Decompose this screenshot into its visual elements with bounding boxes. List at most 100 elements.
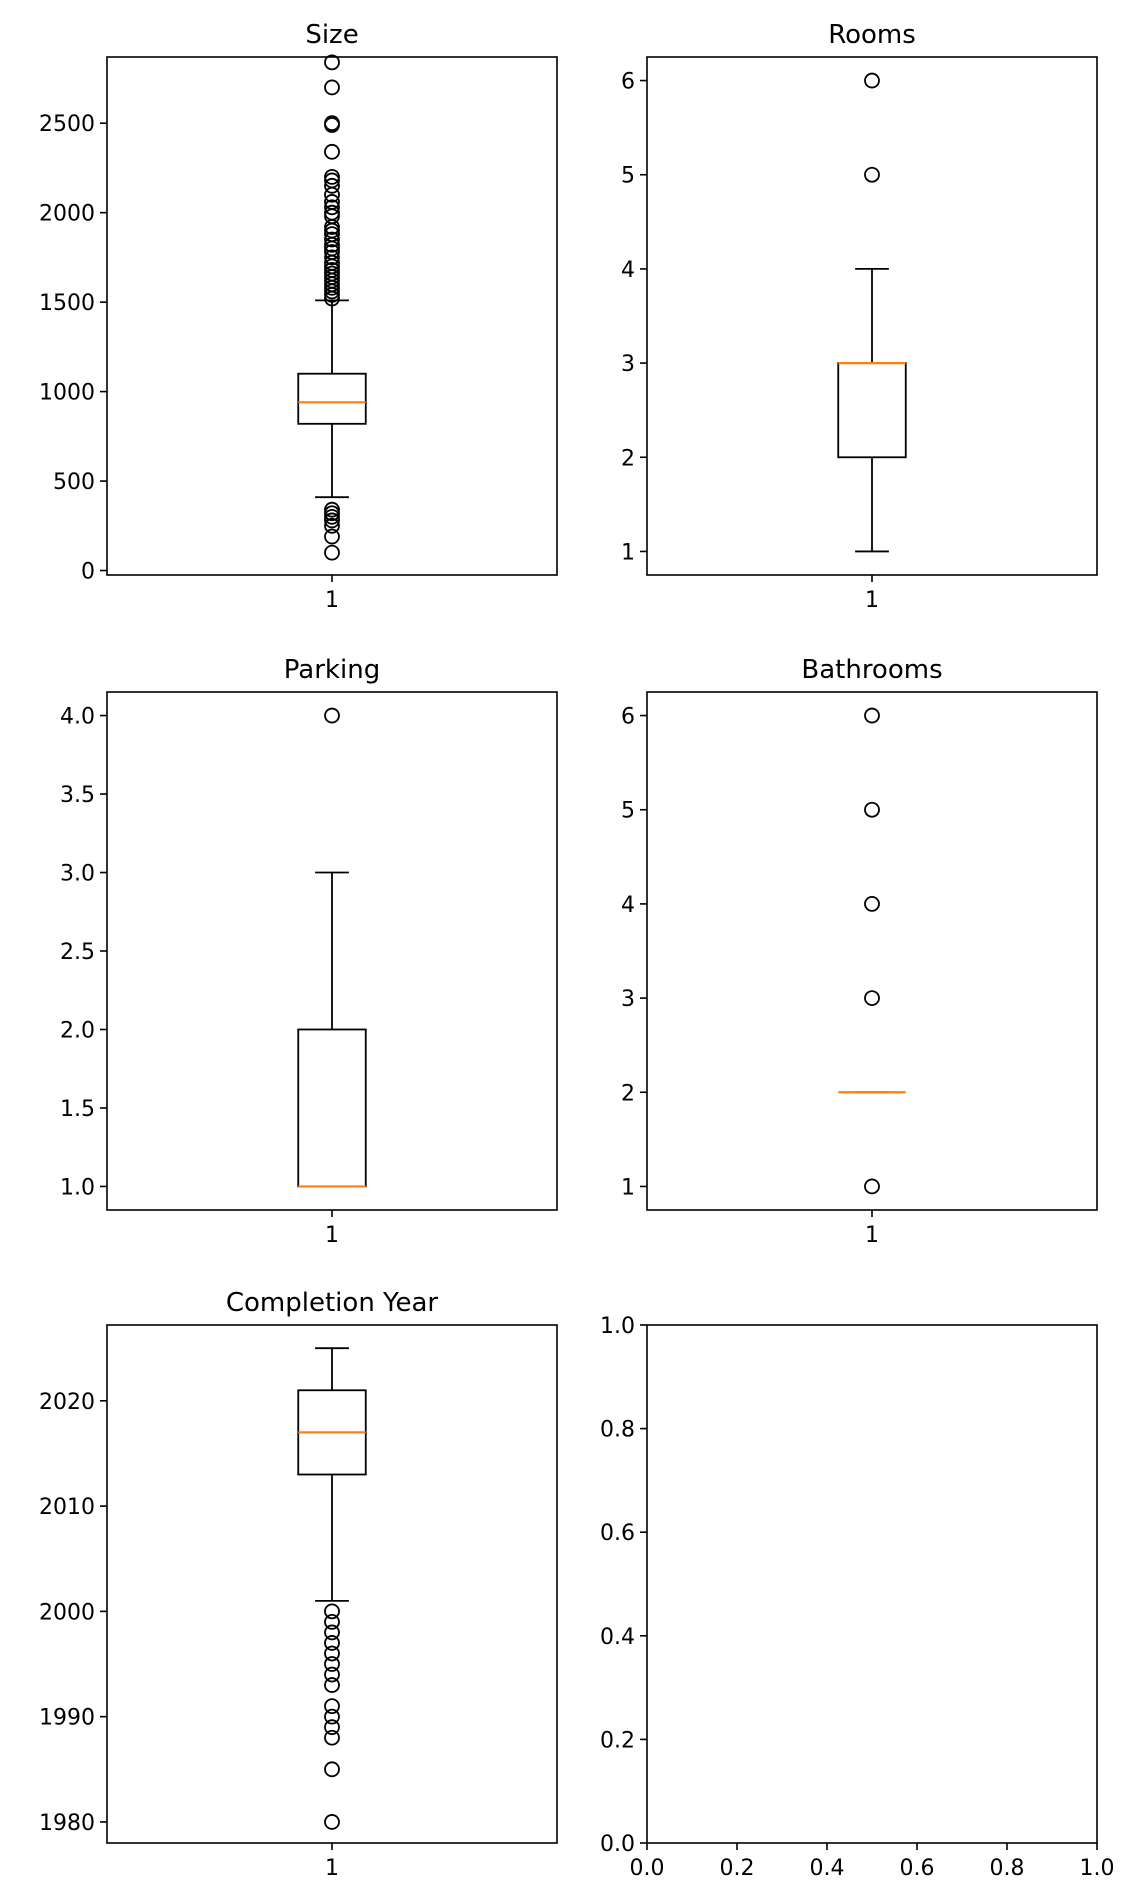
subplot-4: Bathrooms 1 2 3 4 5 6 1 [621,655,1098,1248]
outlier-point [324,517,340,534]
outlier-point [324,1666,340,1683]
subplot-title: Completion Year [226,1288,439,1318]
axes-frame [106,1324,558,1844]
outlier-point [324,1677,340,1693]
y-tick-label: 5 [621,799,635,824]
y-tick-label: 500 [53,470,95,495]
y-tick-label: 0 [81,560,95,585]
y-tick-label: 2000 [39,1600,95,1625]
x-tick-label: 1 [325,588,339,613]
y-tick-label: 0.4 [600,1625,635,1650]
outlier-point [324,1698,340,1715]
x-tick-label: 0.2 [720,1856,755,1881]
outlier-point [324,544,340,561]
axes-frame [106,56,558,576]
y-tick-label: 6 [621,705,635,730]
y-tick-label: 4 [621,893,635,918]
outlier-point [324,1603,340,1620]
y-tick-label: 1500 [39,291,95,316]
x-tick-label: 1 [865,1223,879,1248]
y-tick-label: 1 [621,1175,635,1200]
subplot-title: Size [305,20,358,50]
outlier-point [324,1656,340,1672]
outlier-point [864,72,880,89]
x-tick-label: 1.0 [1080,1856,1115,1881]
outlier-point [864,990,880,1006]
y-tick-label: 1.0 [600,1314,635,1339]
outlier-point [324,528,340,545]
outlier-point [324,1635,340,1651]
subplot-title: Parking [284,655,380,685]
y-tick-label: 4.0 [60,705,95,730]
y-tick-label: 2.0 [60,1018,95,1043]
x-tick-label: 0.6 [900,1856,935,1881]
subplot-5: Completion Year 1980 1990 2000 2010 2020 1 [39,1288,558,1881]
outlier-point [324,1814,340,1830]
y-tick-label: 4 [621,258,635,283]
outlier-point [324,1614,340,1630]
y-tick-label: 1990 [39,1706,95,1731]
y-tick-label: 2000 [39,202,95,227]
y-tick-label: 1.5 [60,1097,95,1122]
outlier-point [324,1729,340,1746]
outlier-point [324,1761,340,1778]
axes-frame [106,691,558,1211]
outlier-point [864,1178,880,1195]
iqr-box [297,372,367,425]
outlier-point [324,168,340,185]
x-tick-label: 1 [865,588,879,613]
axes-frame [646,1324,1098,1844]
outlier-point [324,199,340,216]
subplot-1: Size 0 500 1000 1500 2000 2500 1 [39,20,558,613]
outlier-point [864,707,880,724]
outlier-point [324,231,340,248]
outlier-point [324,143,340,160]
y-tick-label: 3.5 [60,783,95,808]
y-tick-label: 2020 [39,1390,95,1415]
subplot-2: Rooms 1 2 3 4 5 6 1 [621,20,1098,613]
y-tick-label: 0.2 [600,1728,635,1753]
y-tick-label: 0.6 [600,1521,635,1546]
y-tick-label: 2.5 [60,940,95,965]
y-tick-label: 0.8 [600,1418,635,1443]
y-tick-label: 1000 [39,381,95,406]
y-tick-label: 3.0 [60,862,95,887]
outlier-point [864,801,880,818]
outlier-point [324,1719,340,1736]
outlier-point [324,501,340,518]
y-tick-label: 3 [621,352,635,377]
outlier-point [324,249,340,266]
y-tick-label: 2500 [39,112,95,137]
y-tick-label: 2 [621,446,635,471]
subplot-title: Rooms [828,20,916,50]
y-tick-label: 1.0 [60,1175,95,1200]
subplot-3: Parking 1.0 1.5 2.0 2.5 3.0 3.5 4.0 1 [60,655,558,1248]
outlier-point [324,204,340,221]
outlier-point [864,166,880,183]
y-tick-label: 0.0 [600,1832,635,1857]
outlier-point [324,194,340,210]
y-tick-label: 1980 [39,1811,95,1836]
outlier-point [324,177,340,194]
x-tick-label: 0.8 [990,1856,1025,1881]
y-tick-label: 5 [621,164,635,189]
y-tick-label: 2010 [39,1495,95,1520]
outlier-point [324,1708,340,1725]
outlier-point [864,896,880,912]
y-tick-label: 2 [621,1081,635,1106]
outlier-point [324,1624,340,1641]
x-tick-label: 0.0 [630,1856,665,1881]
y-tick-label: 1 [621,540,635,565]
y-tick-label: 6 [621,70,635,95]
outlier-point [324,1645,340,1662]
x-tick-label: 0.4 [810,1856,845,1881]
subplot-6: 0.0 0.2 0.4 0.6 0.8 1.0 0.0 0.2 0.4 0.6 0.8 1.0 [600,1314,1115,1881]
outlier-point [324,707,340,724]
y-tick-label: 3 [621,987,635,1012]
x-tick-label: 1 [325,1856,339,1881]
axes-frame [646,691,1098,1211]
subplot-title: Bathrooms [801,655,942,685]
outlier-point [324,54,340,71]
outlier-point [324,79,340,96]
